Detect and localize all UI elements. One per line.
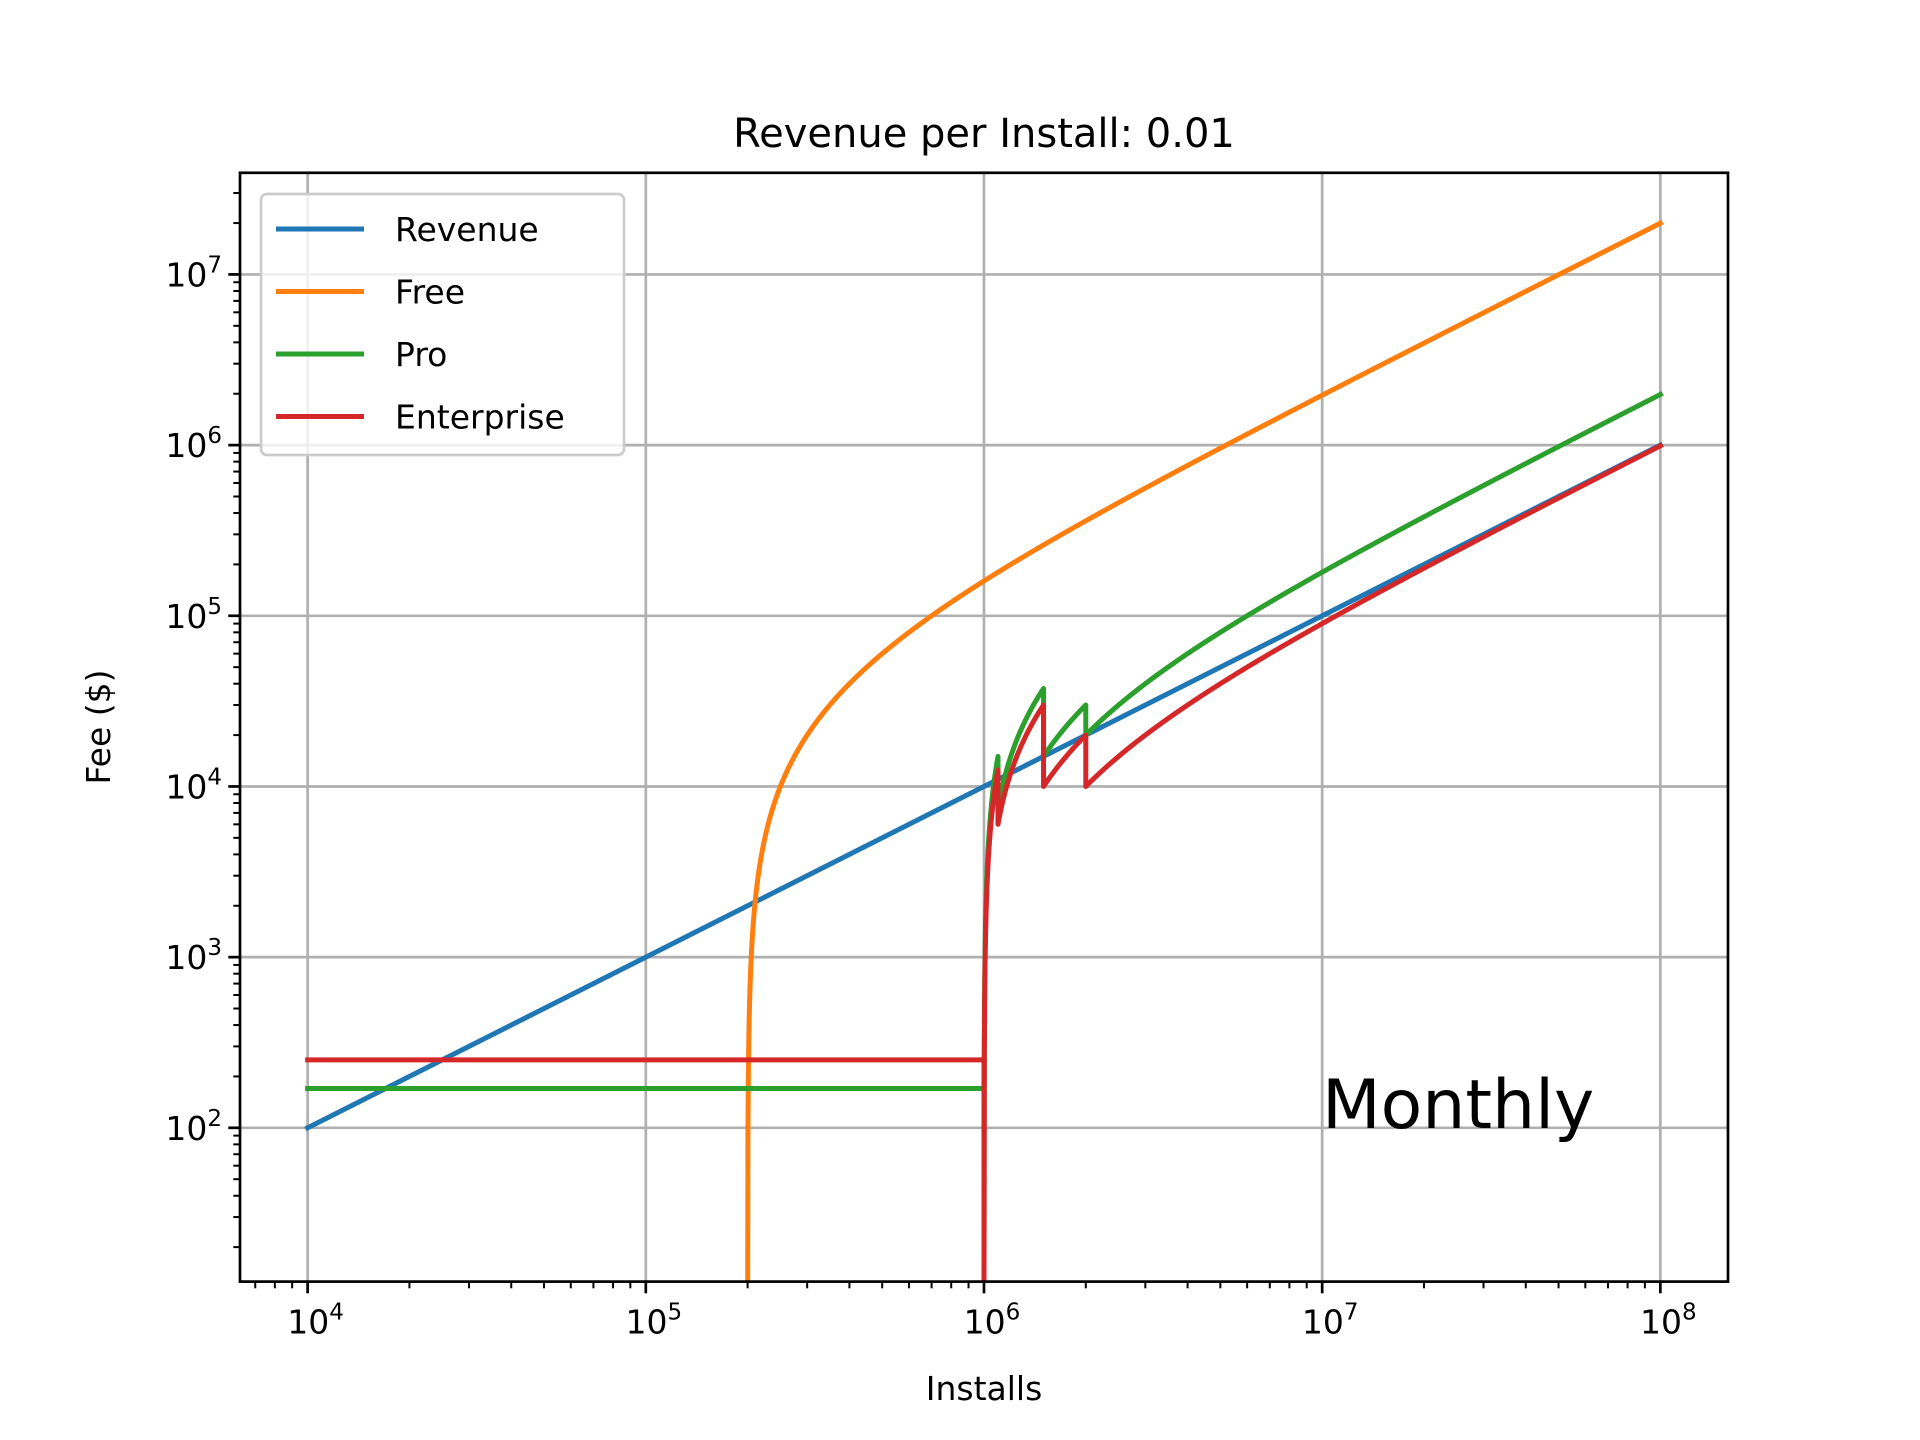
- tick-base: 10: [1302, 1303, 1344, 1342]
- legend-label: Revenue: [395, 210, 539, 249]
- series-lines: [304, 219, 1664, 1282]
- tick-base: 10: [964, 1303, 1006, 1342]
- y-tick-label: 104: [165, 764, 222, 806]
- tick-base: 10: [1640, 1303, 1682, 1342]
- x-tick-label: 108: [1640, 1300, 1697, 1342]
- tick-exponent: 7: [207, 252, 222, 278]
- tick-base: 10: [165, 938, 207, 977]
- x-tick-label: 106: [964, 1300, 1021, 1342]
- y-axis-label: Fee ($): [79, 669, 118, 784]
- y-tick-label: 107: [165, 252, 222, 294]
- tick-exponent: 2: [207, 1106, 222, 1132]
- y-tick-label: 106: [165, 423, 222, 465]
- x-tick-label: 107: [1302, 1300, 1359, 1342]
- y-tick-label: 102: [165, 1106, 222, 1148]
- tick-base: 10: [625, 1303, 667, 1342]
- x-tick-label: 104: [287, 1300, 344, 1342]
- legend-frame: [259, 192, 626, 457]
- tick-exponent: 6: [207, 423, 222, 449]
- series-line-free: [745, 219, 1664, 1282]
- tick-exponent: 5: [207, 594, 222, 620]
- x-tick-label: 105: [625, 1300, 682, 1342]
- legend-label: Pro: [395, 335, 447, 374]
- tick-base: 10: [287, 1303, 329, 1342]
- x-axis-label: Installs: [926, 1369, 1043, 1408]
- legend-label: Free: [395, 273, 465, 312]
- annotation-monthly: Monthly: [1322, 1066, 1594, 1145]
- tick-base: 10: [165, 597, 207, 636]
- y-tick-label: 105: [165, 594, 222, 636]
- tick-exponent: 4: [207, 764, 222, 790]
- tick-exponent: 8: [1682, 1300, 1697, 1326]
- chart-title: Revenue per Install: 0.01: [733, 111, 1235, 157]
- tick-exponent: 5: [667, 1300, 682, 1326]
- tick-base: 10: [165, 426, 207, 465]
- legend-label: Enterprise: [395, 398, 565, 437]
- tick-base: 10: [165, 255, 207, 294]
- tick-base: 10: [165, 1109, 207, 1148]
- series-line-revenue: [304, 441, 1664, 1132]
- series-line-enterprise: [305, 442, 1664, 1282]
- legend: Revenue Free Pro Enterprise: [259, 192, 626, 457]
- tick-exponent: 4: [329, 1300, 344, 1326]
- tick-exponent: 3: [207, 935, 222, 961]
- tick-exponent: 6: [1006, 1300, 1021, 1326]
- tick-exponent: 7: [1344, 1300, 1359, 1326]
- tick-base: 10: [165, 767, 207, 806]
- y-tick-label: 103: [165, 935, 222, 977]
